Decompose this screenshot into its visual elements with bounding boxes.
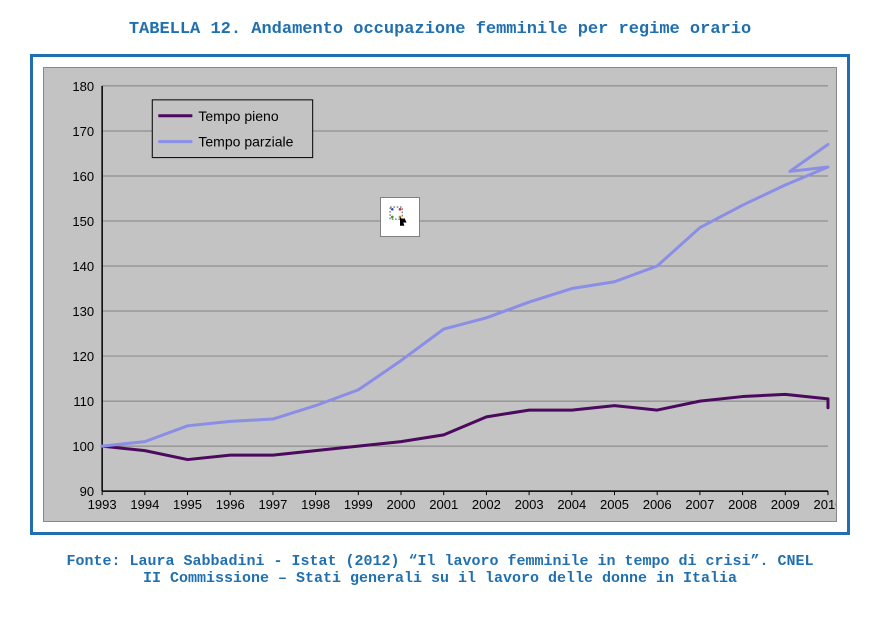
svg-text:Tempo pieno: Tempo pieno — [198, 108, 278, 124]
svg-text:2010: 2010 — [814, 497, 836, 512]
svg-text:100: 100 — [72, 439, 94, 454]
image-tool-icon — [380, 197, 420, 237]
chart-plot-area: 9010011012013014015016017018019931994199… — [43, 67, 837, 522]
svg-text:1993: 1993 — [88, 497, 117, 512]
svg-text:2006: 2006 — [643, 497, 672, 512]
svg-text:170: 170 — [72, 124, 94, 139]
svg-text:2003: 2003 — [515, 497, 544, 512]
svg-text:1998: 1998 — [301, 497, 330, 512]
svg-text:110: 110 — [73, 394, 94, 409]
chart-container: 9010011012013014015016017018019931994199… — [30, 54, 850, 535]
svg-text:2001: 2001 — [429, 497, 458, 512]
svg-text:Tempo parziale: Tempo parziale — [198, 134, 293, 150]
svg-text:160: 160 — [72, 169, 94, 184]
svg-text:2008: 2008 — [728, 497, 757, 512]
svg-text:130: 130 — [72, 304, 94, 319]
svg-text:1999: 1999 — [344, 497, 373, 512]
svg-text:1994: 1994 — [130, 497, 159, 512]
svg-text:2002: 2002 — [472, 497, 501, 512]
svg-text:140: 140 — [72, 259, 94, 274]
svg-text:120: 120 — [72, 349, 94, 364]
chart-title: TABELLA 12. Andamento occupazione femmin… — [30, 20, 850, 39]
svg-text:180: 180 — [72, 79, 94, 94]
chart-source: Fonte: Laura Sabbadini - Istat (2012) “I… — [60, 553, 820, 587]
svg-text:1997: 1997 — [258, 497, 287, 512]
svg-text:2000: 2000 — [387, 497, 416, 512]
svg-text:150: 150 — [72, 214, 94, 229]
svg-text:1995: 1995 — [173, 497, 202, 512]
line-chart-svg: 9010011012013014015016017018019931994199… — [44, 68, 836, 521]
svg-text:2007: 2007 — [685, 497, 714, 512]
svg-text:1996: 1996 — [216, 497, 245, 512]
svg-text:2005: 2005 — [600, 497, 629, 512]
svg-text:2004: 2004 — [557, 497, 586, 512]
svg-text:2009: 2009 — [771, 497, 800, 512]
